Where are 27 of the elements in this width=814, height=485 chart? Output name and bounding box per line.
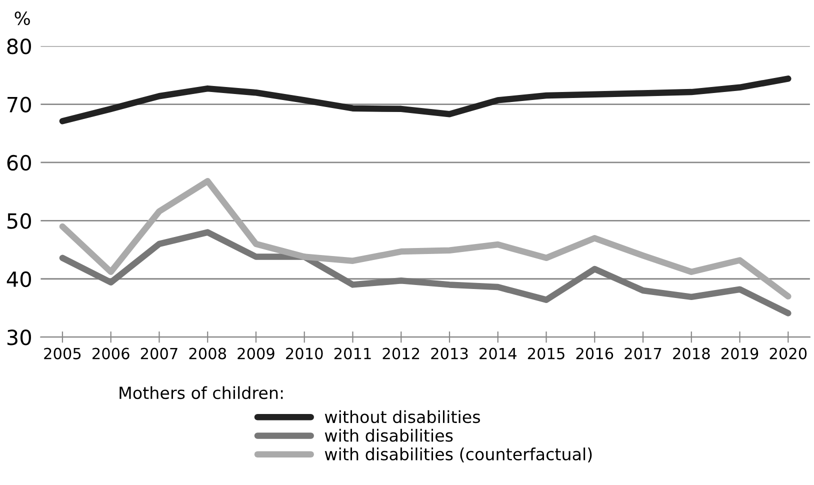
x-tick-label: 2012 bbox=[382, 348, 420, 360]
x-tick-label: 2016 bbox=[576, 348, 614, 360]
x-tick-label: 2013 bbox=[431, 348, 468, 360]
x-tick-label: 2010 bbox=[286, 348, 323, 360]
y-axis-title: % bbox=[14, 11, 30, 26]
y-tick-label: 60 bbox=[7, 154, 31, 171]
x-tick-label: 2015 bbox=[528, 348, 564, 360]
x-tick-label: 2019 bbox=[721, 348, 758, 360]
y-tick-label: 40 bbox=[6, 271, 31, 288]
x-tick-label: 2014 bbox=[480, 348, 516, 360]
x-tick-label: 2005 bbox=[44, 348, 81, 360]
x-tick-label: 2020 bbox=[770, 348, 807, 360]
y-tick-label: 80 bbox=[7, 38, 31, 54]
legend-label: with disabilities (counterfactual) bbox=[324, 448, 592, 462]
x-tick-label: 2006 bbox=[92, 348, 130, 360]
x-tick-label: 2011 bbox=[334, 348, 371, 360]
y-tick-label: 70 bbox=[8, 96, 31, 112]
x-tick-label: 2007 bbox=[140, 348, 178, 360]
x-tick-label: 2017 bbox=[624, 348, 662, 360]
legend-label: without disabilities bbox=[324, 410, 480, 424]
legend-label: with disabilities bbox=[324, 428, 453, 442]
legend-title: Mothers of children: bbox=[120, 386, 283, 400]
y-tick-label: 30 bbox=[7, 330, 31, 346]
y-tick-label: 50 bbox=[7, 213, 31, 229]
x-tick-label: 2009 bbox=[238, 348, 274, 360]
x-tick-label: 2018 bbox=[673, 348, 710, 360]
x-tick-label: 2008 bbox=[189, 348, 226, 360]
